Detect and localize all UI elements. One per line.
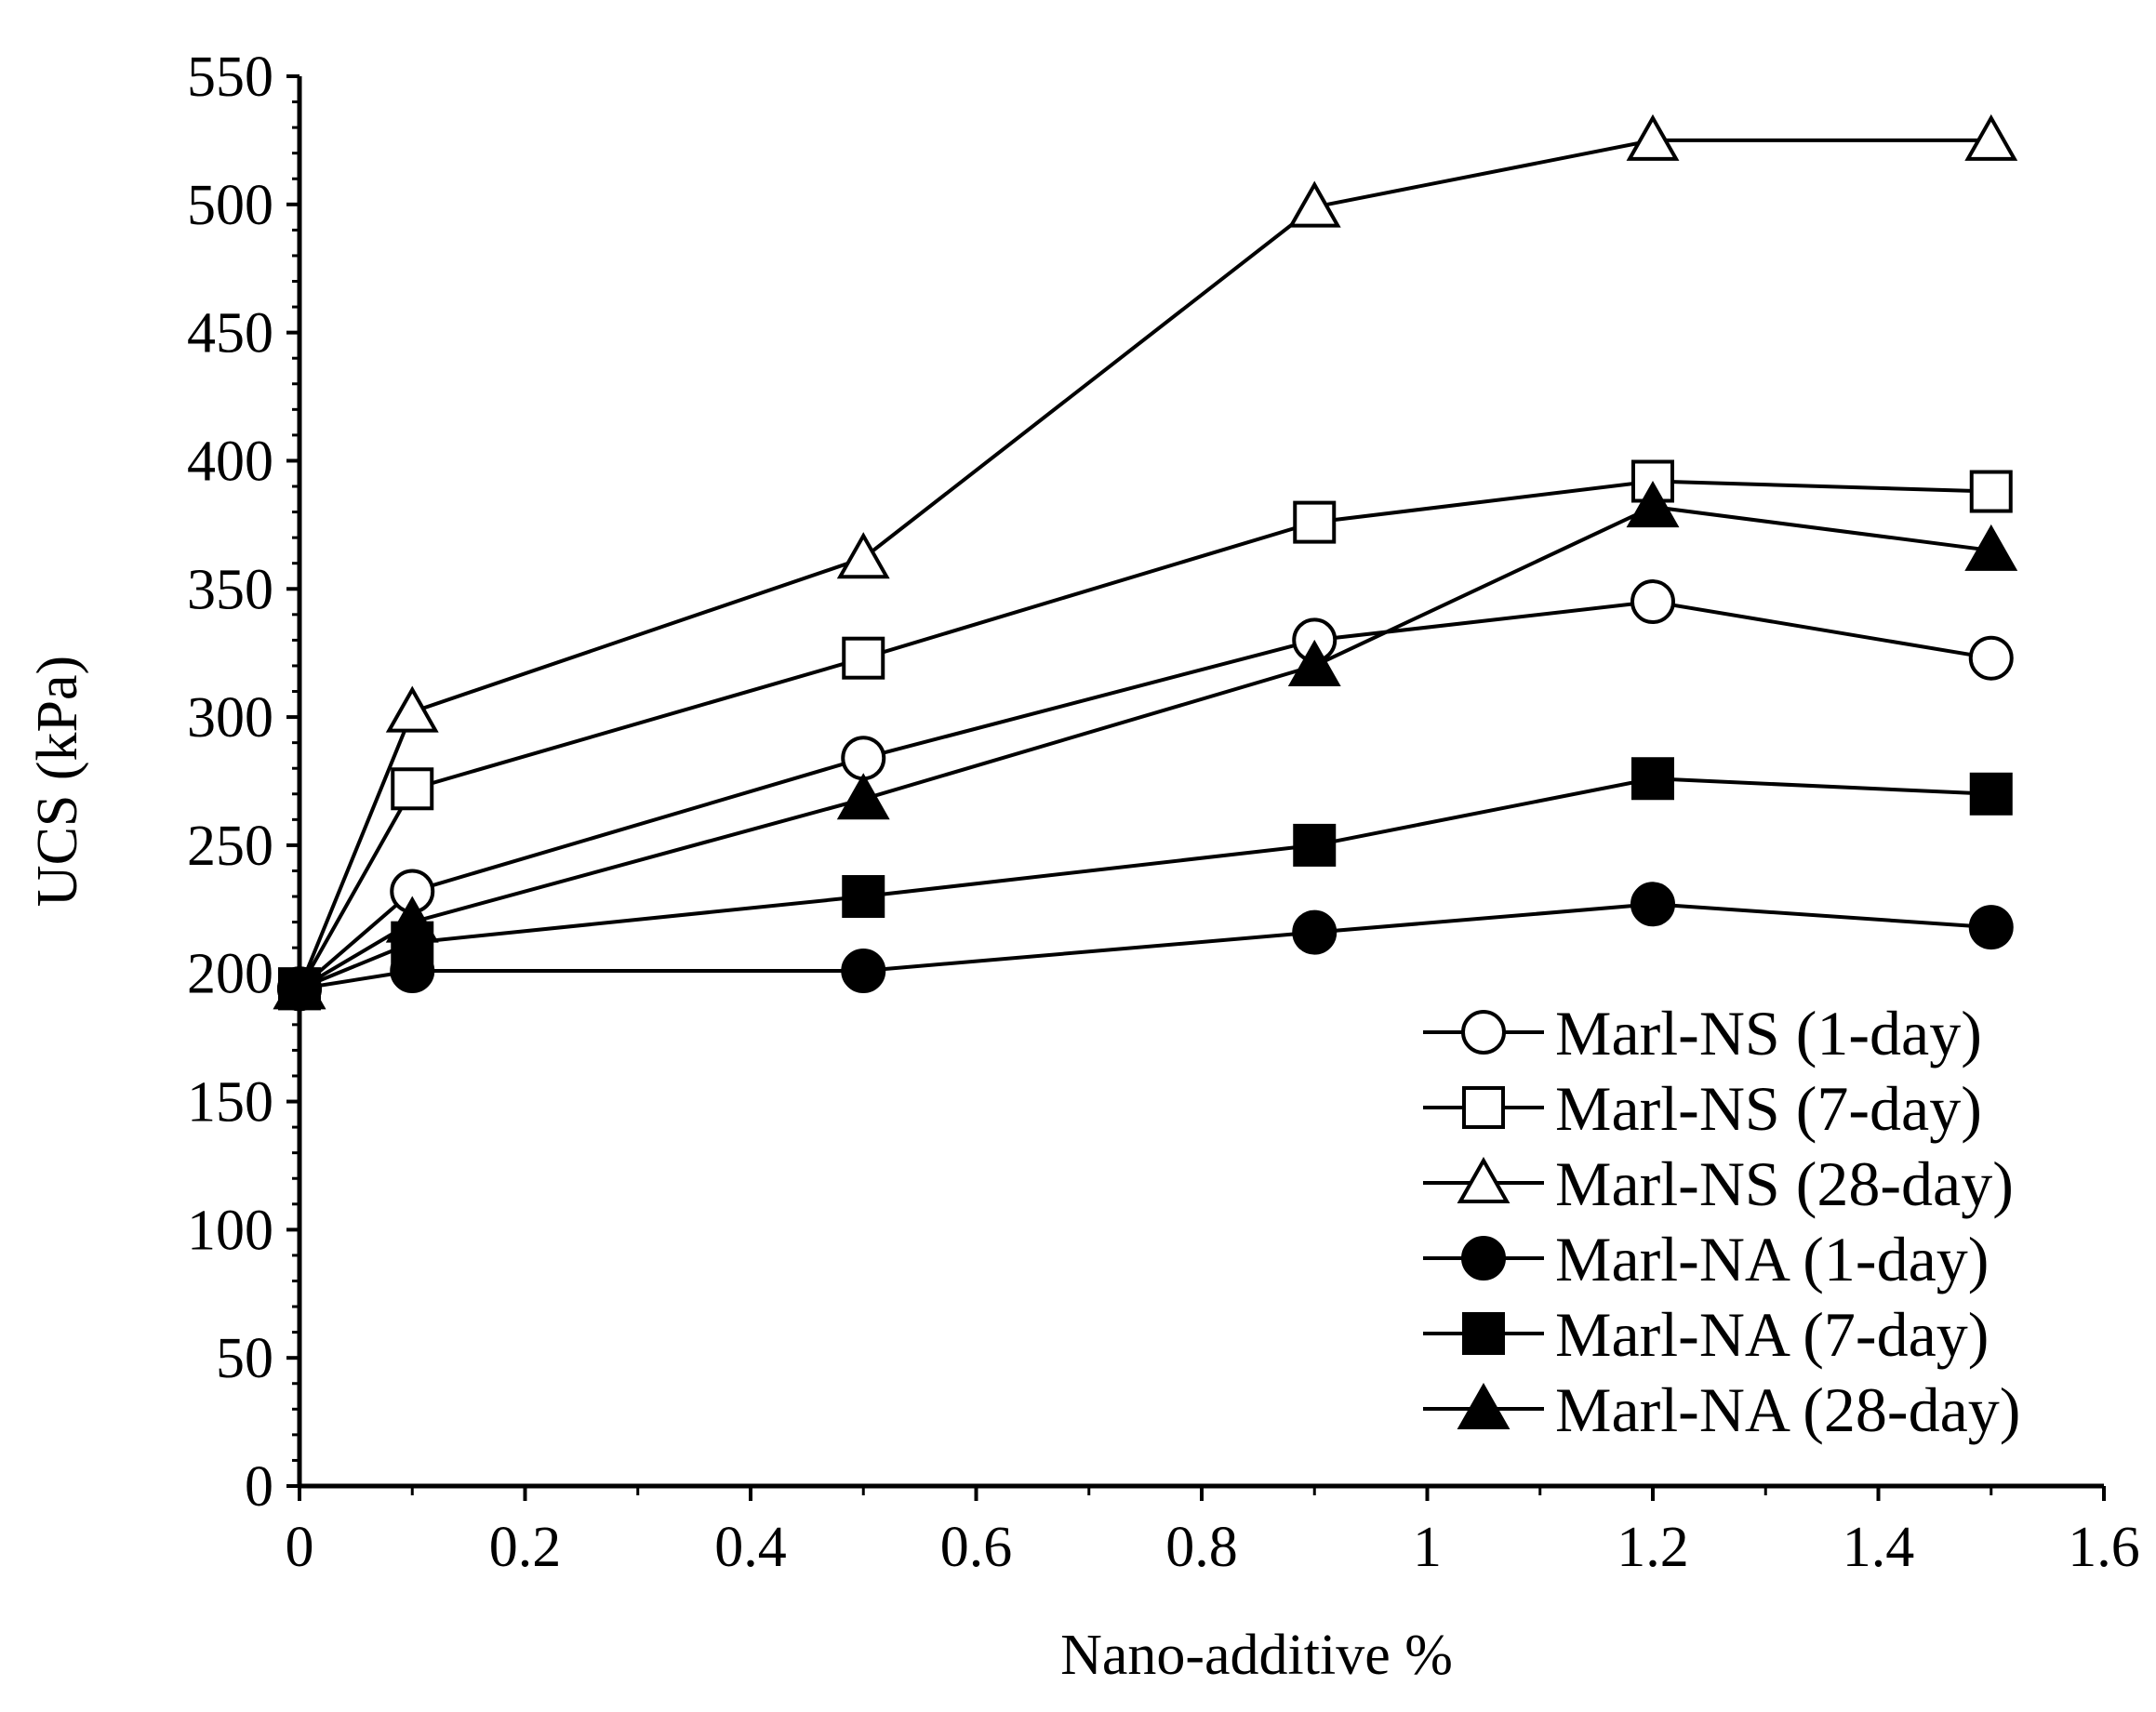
y-tick-label: 500	[187, 174, 273, 237]
data-point	[1968, 905, 2014, 950]
data-point	[1287, 639, 1341, 686]
y-tick-label: 150	[187, 1071, 273, 1135]
legend-label: Marl-NA (28-day)	[1555, 1374, 2020, 1445]
x-tick-label: 1	[1413, 1516, 1442, 1579]
legend-label: Marl-NS (7-day)	[1555, 1073, 1982, 1144]
y-axis: 0 50 100 150 200 250 300 350 400 450 500 550	[187, 46, 302, 1519]
y-tick-label: 200	[187, 943, 273, 1006]
data-point	[391, 767, 434, 811]
data-point	[836, 773, 890, 820]
y-tick-label: 400	[187, 430, 273, 493]
x-tick-label: 0.2	[489, 1516, 562, 1579]
legend-marker	[1461, 1236, 1506, 1281]
series-line	[298, 600, 1992, 990]
legend-label: Marl-NS (1-day)	[1555, 998, 1982, 1068]
data-point	[1292, 909, 1338, 955]
data-point	[842, 875, 885, 919]
y-tick-label: 250	[187, 815, 273, 878]
legend-label: Marl-NS (28-day)	[1555, 1148, 2014, 1219]
x-tick-label: 0.8	[1165, 1516, 1238, 1579]
data-point	[1630, 882, 1675, 927]
legend-item: Marl-NS (28-day)	[1423, 1148, 2014, 1219]
x-axis: 0 0.2 0.4 0.6 0.8 1 1.2 1.4 1.6	[286, 1483, 2140, 1579]
data-point	[842, 636, 885, 680]
legend-label: Marl-NA (7-day)	[1555, 1299, 1989, 1370]
series-line	[299, 902, 1991, 991]
x-tick-label: 1.4	[1843, 1516, 1915, 1579]
series-na-1day	[277, 882, 2014, 1012]
data-point	[841, 948, 886, 993]
data-point	[1964, 524, 2018, 571]
y-tick-label: 550	[187, 46, 273, 109]
y-tick-label: 100	[187, 1199, 273, 1262]
y-tick-label: 350	[187, 558, 273, 621]
data-point	[1293, 823, 1337, 867]
data-point	[836, 532, 890, 579]
data-point	[385, 685, 439, 733]
y-tick-label: 450	[187, 302, 273, 365]
y-axis-title: UCS (kPa)	[26, 656, 89, 907]
series-ns-28day	[273, 113, 2018, 1010]
legend-marker	[1462, 1312, 1505, 1355]
legend-item: Marl-NA (1-day)	[1423, 1224, 1989, 1294]
legend-marker	[1462, 1086, 1505, 1129]
series-line	[298, 479, 1991, 990]
legend-label: Marl-NA (1-day)	[1555, 1224, 1989, 1294]
y-tick-label: 50	[216, 1327, 273, 1390]
legend-item: Marl-NA (7-day)	[1423, 1299, 1989, 1370]
data-point	[1969, 470, 2013, 513]
legend: Marl-NS (1-day)Marl-NS (7-day)Marl-NS (2…	[1423, 998, 2020, 1445]
data-point	[1626, 113, 1680, 161]
y-tick-label: 0	[245, 1455, 273, 1519]
data-point	[1287, 180, 1341, 228]
legend-marker	[1461, 1010, 1506, 1055]
series-layer	[273, 113, 2018, 1012]
data-point	[273, 962, 326, 1010]
data-point	[1630, 579, 1675, 625]
data-point	[1969, 772, 2013, 816]
y-tick-label: 300	[187, 686, 273, 750]
data-point	[385, 896, 439, 943]
x-tick-label: 0.4	[714, 1516, 787, 1579]
series-line	[298, 138, 1991, 990]
legend-item: Marl-NS (7-day)	[1423, 1073, 1982, 1144]
x-tick-label: 1.6	[2068, 1516, 2140, 1579]
data-point	[1964, 113, 2018, 161]
series-na-28day	[273, 481, 2018, 1010]
x-tick-label: 0.6	[940, 1516, 1013, 1579]
data-point	[1968, 635, 2014, 681]
x-tick-label: 1.2	[1617, 1516, 1689, 1579]
x-axis-title: Nano-additive %	[1060, 1624, 1453, 1687]
legend-item: Marl-NS (1-day)	[1423, 998, 1982, 1068]
data-point	[1293, 500, 1337, 544]
data-point	[841, 736, 886, 781]
data-point	[1626, 481, 1680, 528]
legend-marker	[1457, 1156, 1511, 1203]
legend-marker	[1457, 1382, 1511, 1429]
data-point	[1631, 757, 1674, 801]
legend-item: Marl-NA (28-day)	[1423, 1374, 2020, 1445]
x-tick-label: 0	[286, 1516, 314, 1579]
series-ns-7day	[278, 459, 2013, 1011]
